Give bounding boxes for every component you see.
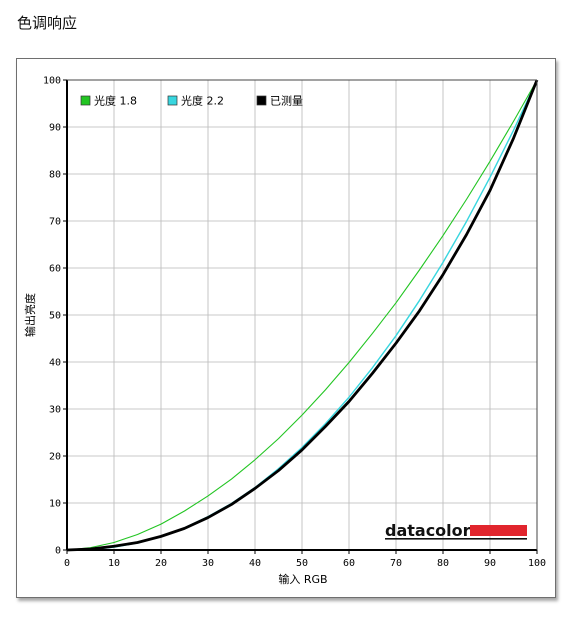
x-tick-label-4: 40 <box>249 558 261 569</box>
page-title: 色调响应 <box>17 14 78 32</box>
datacolor-logo: datacolor <box>385 521 527 540</box>
y-tick-label-5: 50 <box>49 311 61 322</box>
chart-panel: 0 10 20 30 40 50 60 70 80 90 100 0 10 20 30 40 50 60 70 80 9… <box>16 58 556 598</box>
x-tick-label-9: 90 <box>484 558 496 569</box>
x-tick-label-2: 20 <box>155 558 167 569</box>
y-tick-label-0: 0 <box>55 546 61 557</box>
x-tick-label-6: 60 <box>343 558 355 569</box>
x-tick-label-0: 0 <box>64 558 70 569</box>
legend-swatch-gamma18 <box>80 95 91 106</box>
legend: 光度 1.8 光度 2.2 已测量 <box>80 94 303 108</box>
y-tick-label-9: 90 <box>49 123 61 134</box>
legend-item-measured: 已测量 <box>256 95 303 108</box>
y-tick-label-6: 60 <box>49 264 61 275</box>
tone-response-chart: 0 10 20 30 40 50 60 70 80 90 100 0 10 20 30 40 50 60 70 80 9… <box>23 76 546 587</box>
datacolor-logo-bar <box>470 525 527 536</box>
x-axis-label: 输入 RGB <box>278 572 327 586</box>
y-tick-label-4: 40 <box>49 358 61 369</box>
legend-swatch-gamma22 <box>167 95 178 106</box>
x-tick-label-10: 100 <box>528 558 546 569</box>
grid-lines <box>67 79 538 550</box>
legend-item-gamma18: 光度 1.8 <box>80 94 137 108</box>
datacolor-logo-text: datacolor <box>385 521 471 540</box>
y-tick-label-2: 20 <box>49 452 61 463</box>
datacolor-logo-underline <box>385 538 527 540</box>
tick-labels: 0 10 20 30 40 50 60 70 80 90 100 0 10 20 30 40 50 60 70 80 9… <box>43 76 546 570</box>
series-line-0 <box>66 79 538 551</box>
series-lines <box>66 79 539 552</box>
legend-label-gamma18: 光度 1.8 <box>94 94 137 108</box>
x-tick-label-3: 30 <box>202 558 214 569</box>
x-tick-label-5: 50 <box>296 558 308 569</box>
series-line-2 <box>66 79 539 552</box>
y-tick-label-7: 70 <box>49 217 61 228</box>
y-axis-label: 输出亮度 <box>23 293 37 337</box>
y-tick-label-8: 80 <box>49 170 61 181</box>
legend-swatch-measured <box>256 95 267 106</box>
y-tick-label-1: 10 <box>49 499 61 510</box>
x-tick-label-7: 70 <box>390 558 402 569</box>
y-tick-label-10: 100 <box>43 76 61 87</box>
x-tick-label-8: 80 <box>437 558 449 569</box>
legend-label-gamma22: 光度 2.2 <box>181 94 224 108</box>
x-tick-label-1: 10 <box>108 558 120 569</box>
legend-label-measured: 已测量 <box>270 95 303 108</box>
y-tick-label-3: 30 <box>49 405 61 416</box>
legend-item-gamma22: 光度 2.2 <box>167 94 224 108</box>
